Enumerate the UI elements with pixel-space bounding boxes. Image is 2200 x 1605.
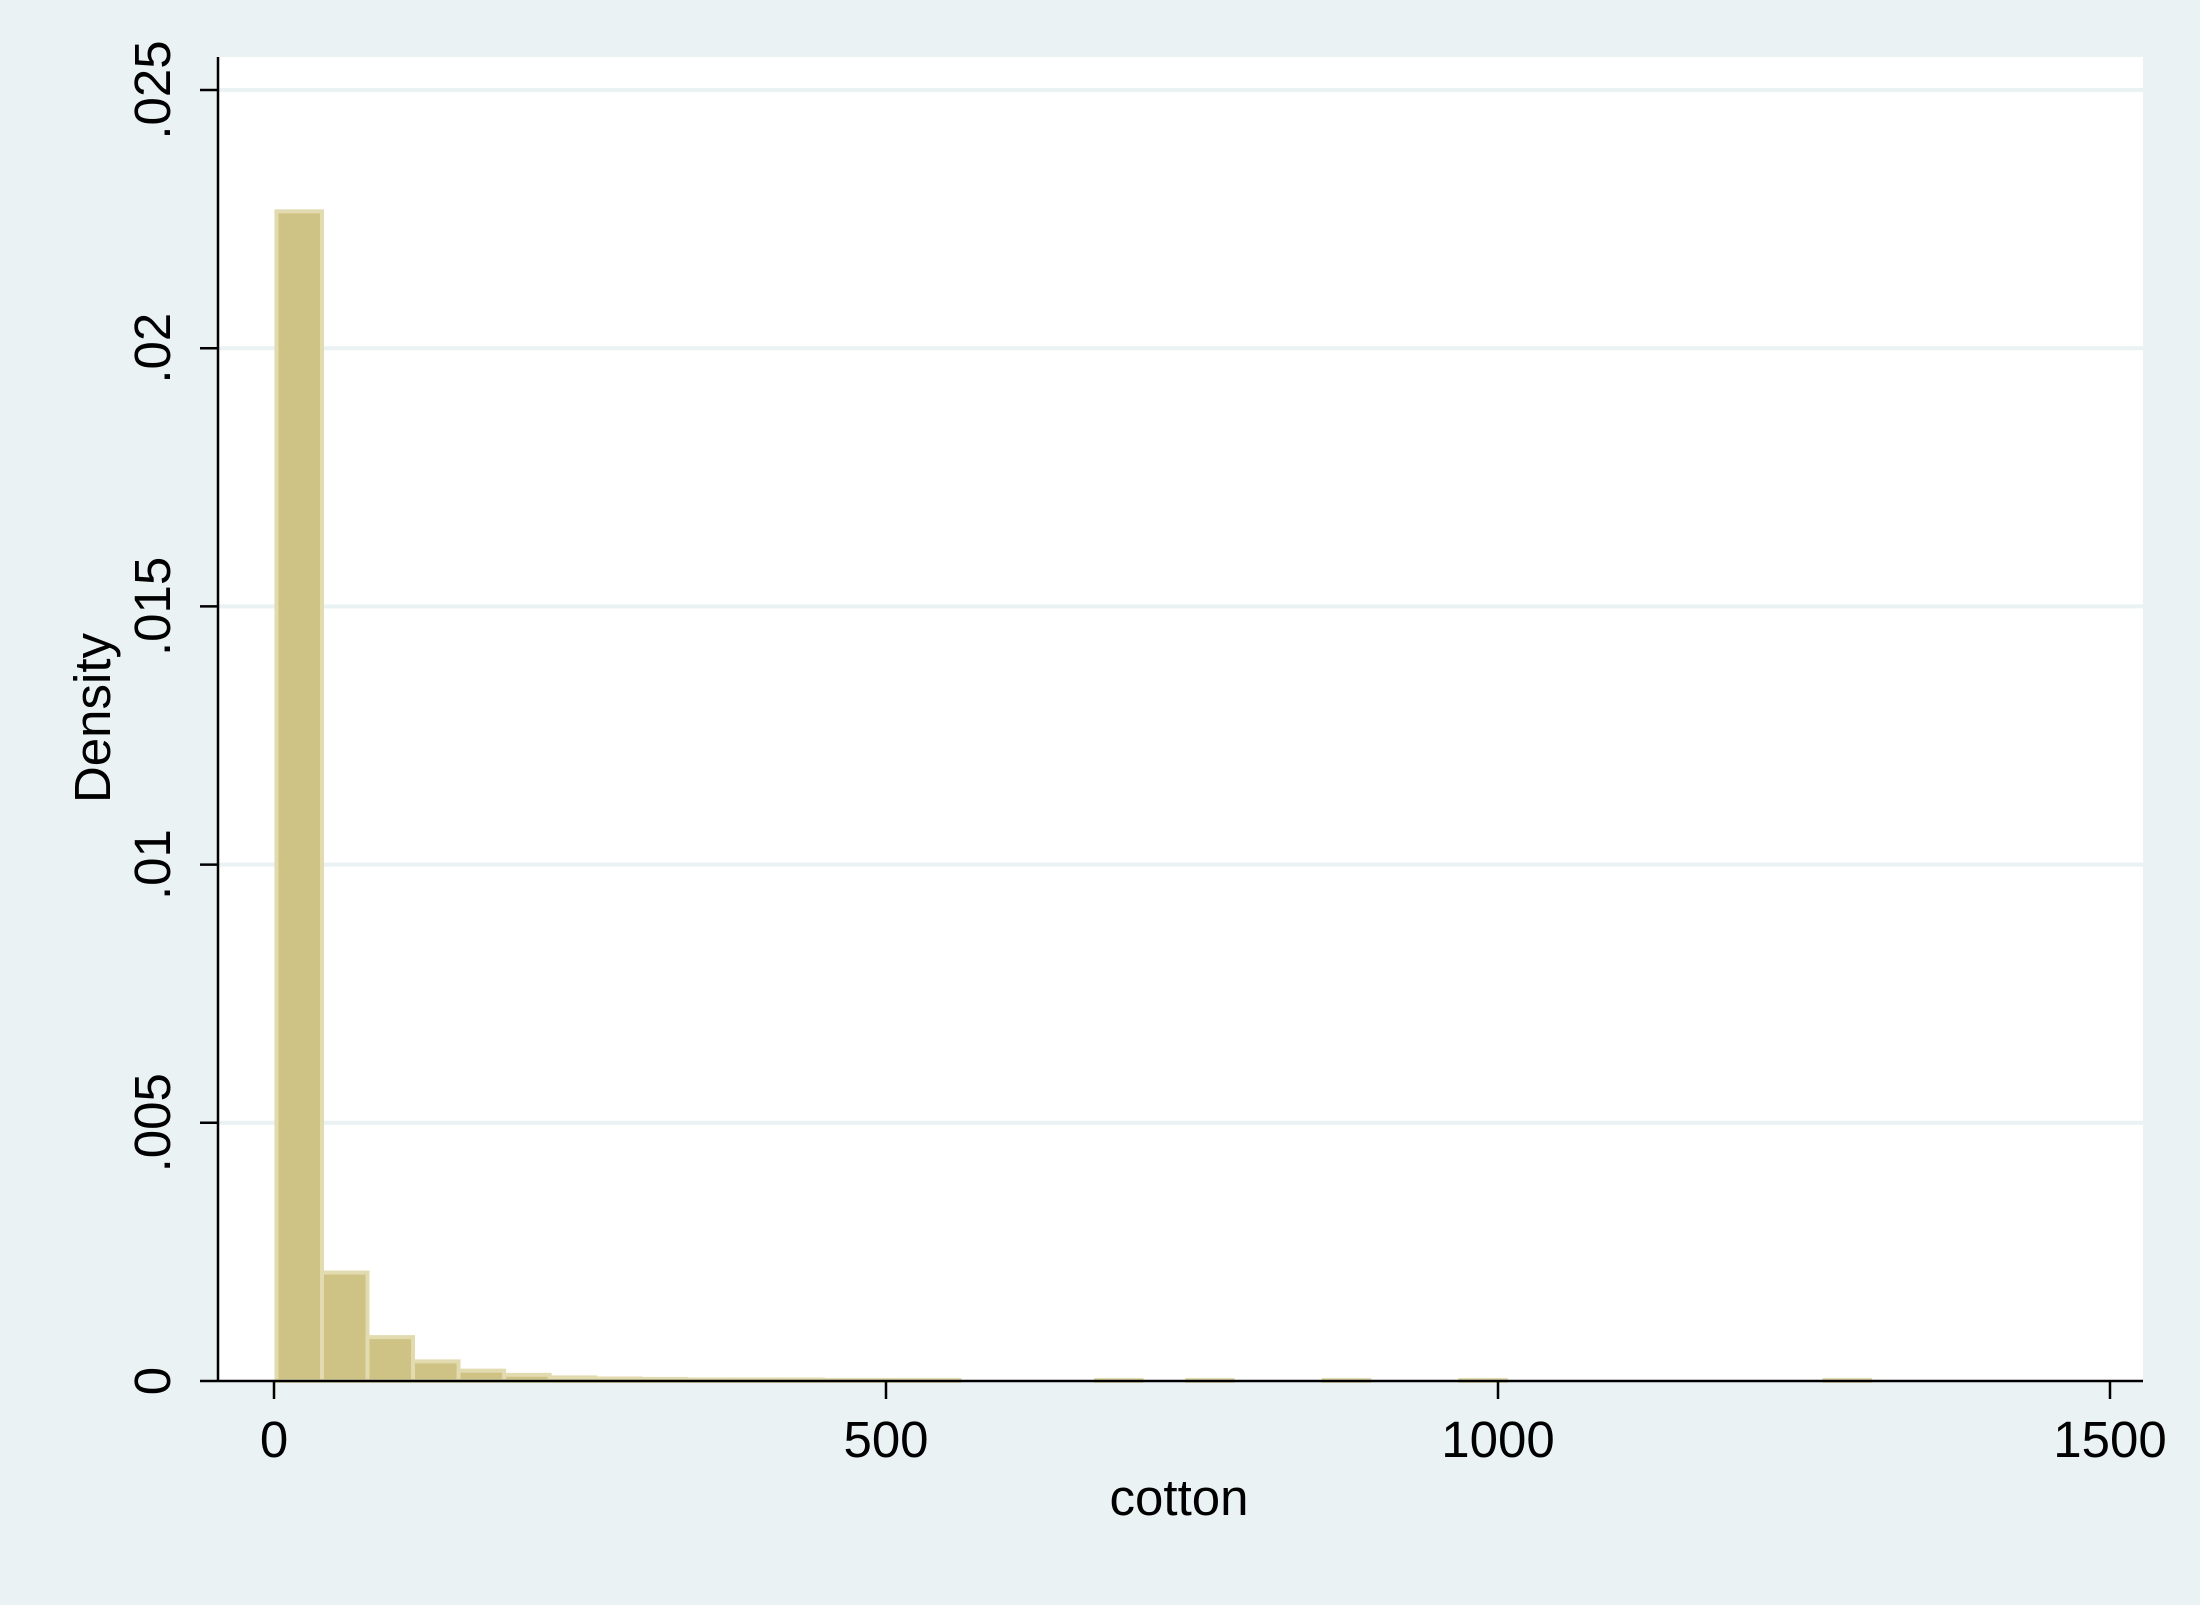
plot-area (218, 57, 2143, 1381)
x-tick-label: 500 (843, 1411, 928, 1468)
histogram-bar (274, 209, 324, 1383)
y-tick-label: .015 (124, 557, 181, 656)
x-axis-label: cotton (1110, 1469, 1249, 1526)
histogram-bar (456, 1368, 507, 1383)
x-ticks: 0 500 1000 1500 (260, 1381, 2167, 1468)
y-axis-label: Density (64, 632, 121, 803)
histogram-bar (365, 1335, 416, 1383)
x-tick-label: 0 (260, 1411, 288, 1468)
y-tick-label: .02 (124, 313, 181, 384)
histogram-bar (411, 1359, 461, 1384)
x-tick-label: 1000 (1441, 1411, 1554, 1468)
y-tick-label: 0 (124, 1367, 181, 1395)
y-tick-label: .025 (124, 40, 181, 139)
y-ticks: 0 .005 .01 .015 .02 .025 (124, 40, 218, 1395)
histogram-bar (319, 1270, 370, 1384)
y-tick-label: .005 (124, 1073, 181, 1172)
gridlines (218, 88, 2143, 1125)
histogram-bars (274, 209, 1873, 1384)
y-tick-label: .01 (124, 829, 181, 900)
x-tick-label: 1500 (2053, 1411, 2166, 1468)
